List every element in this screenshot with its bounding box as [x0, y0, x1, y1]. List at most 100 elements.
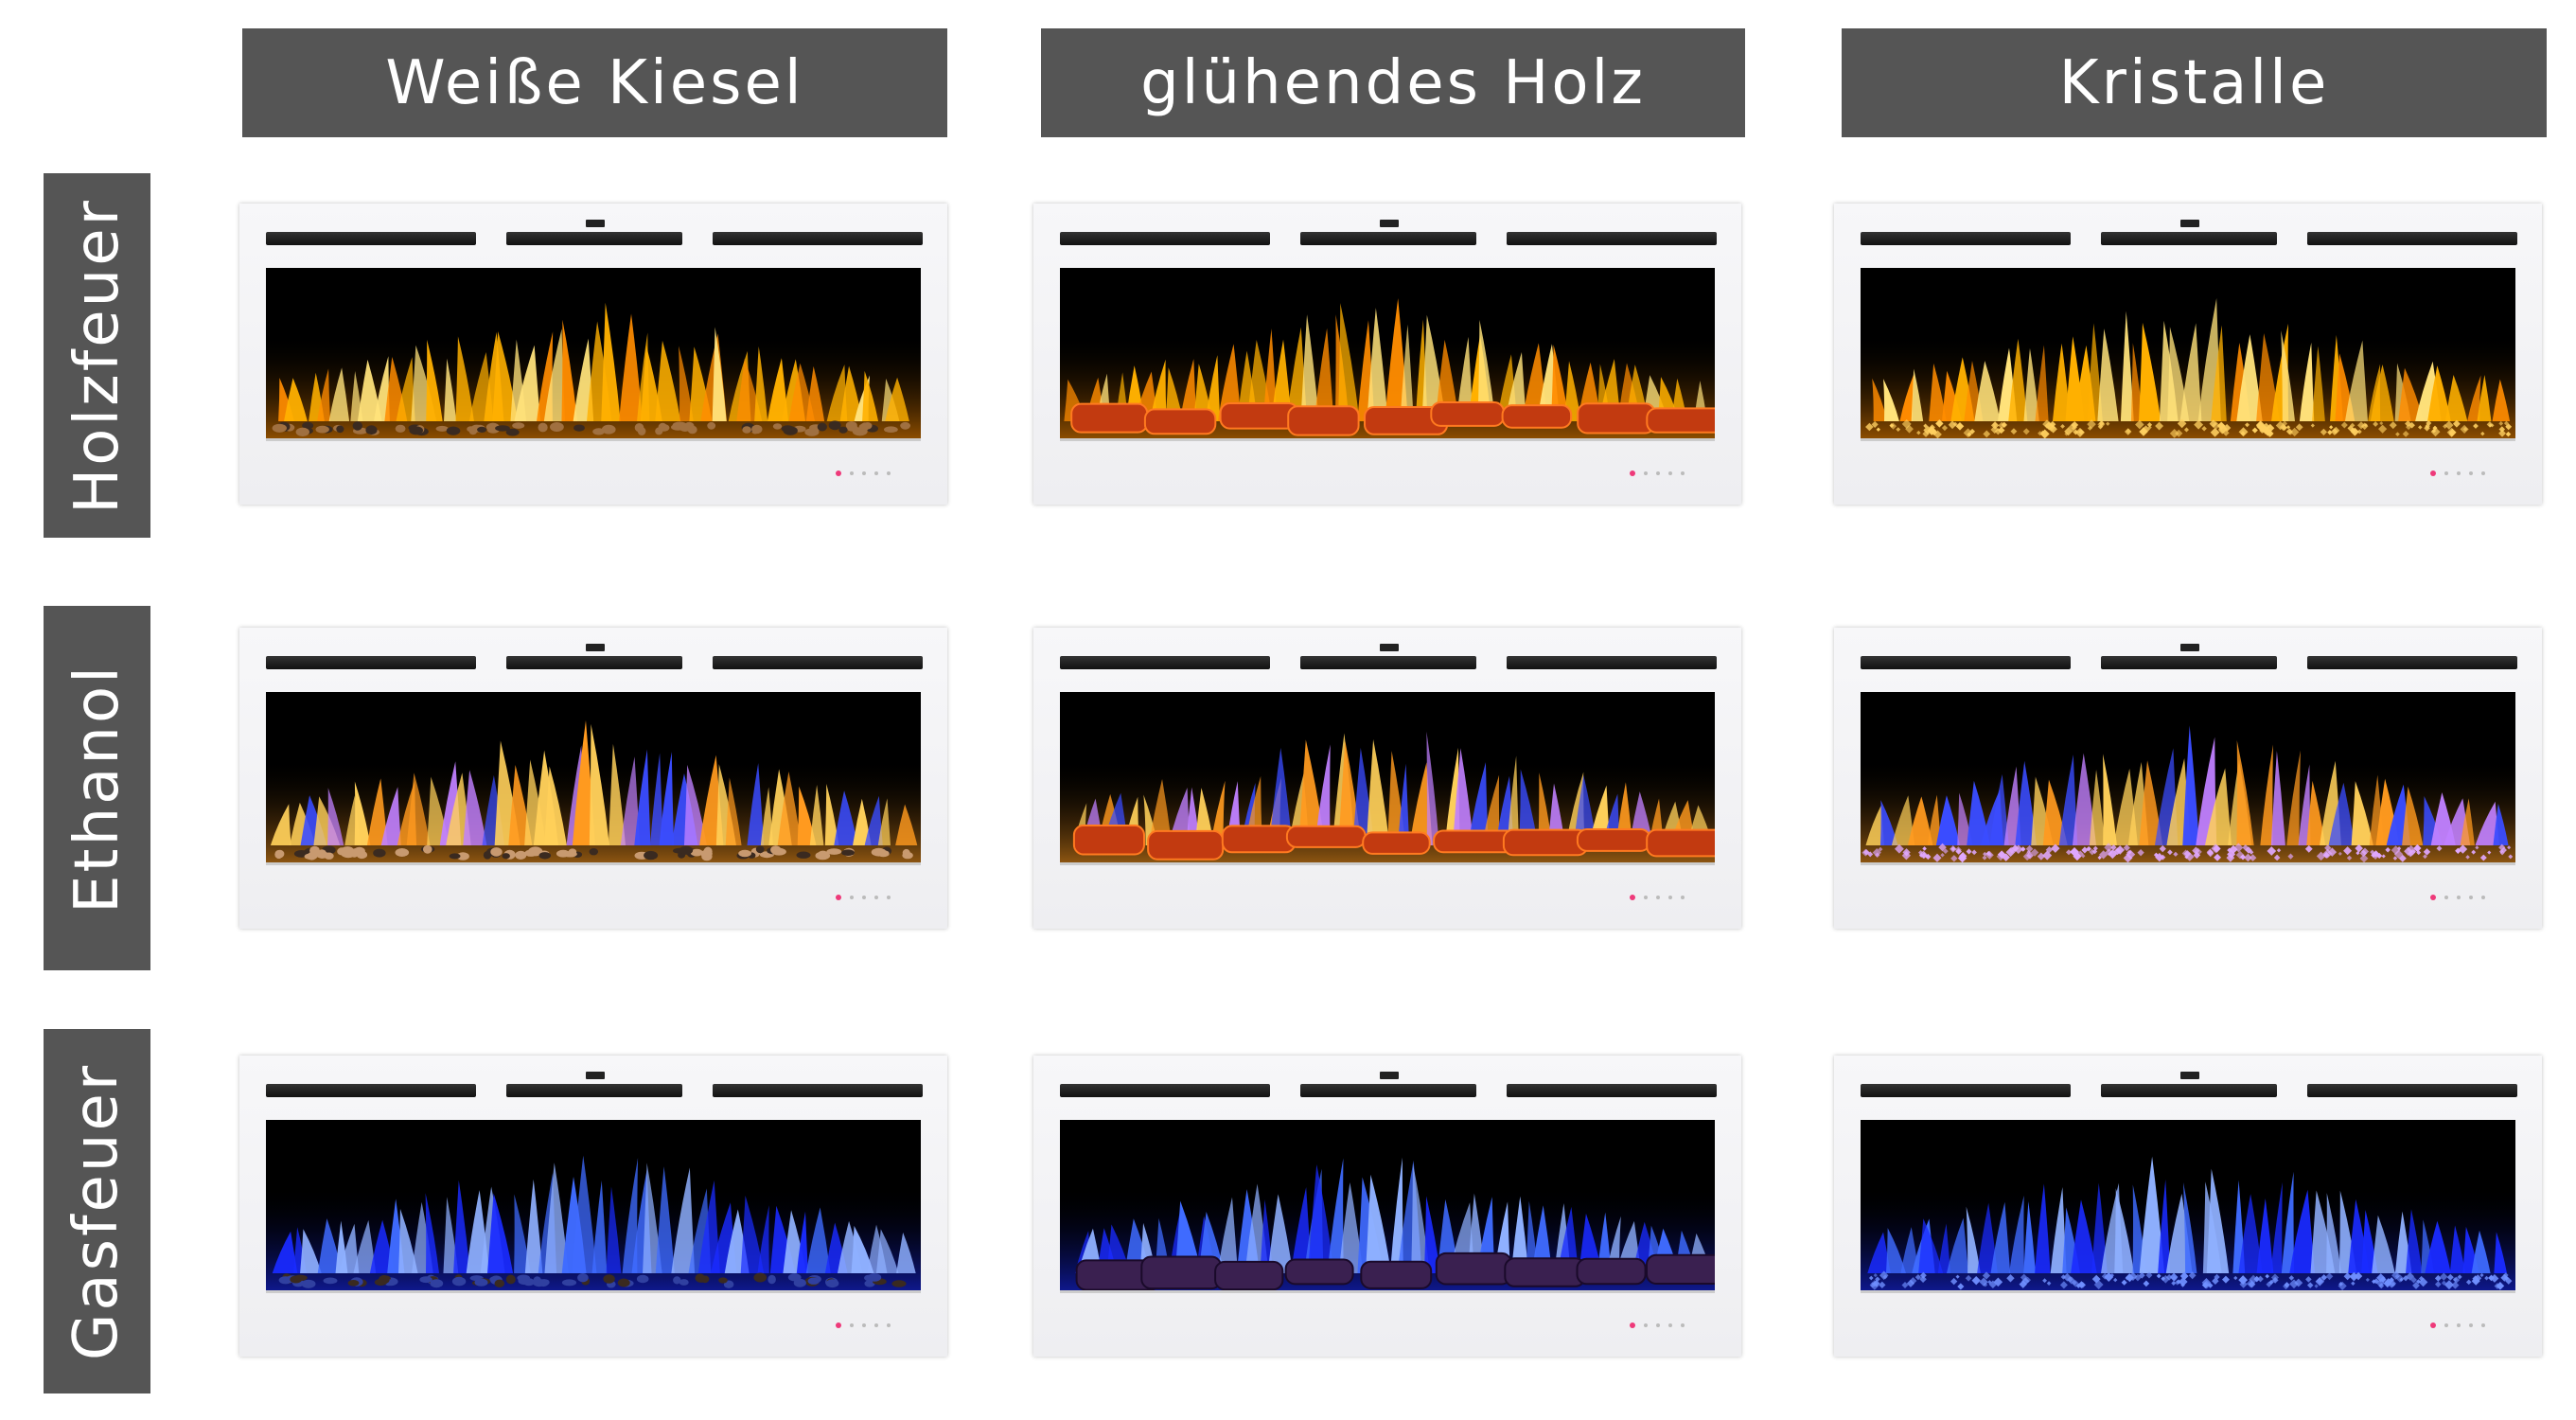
crystal [2126, 849, 2136, 860]
crystal [1990, 425, 2000, 435]
flame [1327, 1158, 1344, 1273]
crystal [2021, 1277, 2030, 1286]
flame [1551, 345, 1570, 421]
flame [1291, 1187, 1312, 1273]
crystal [1918, 850, 1924, 856]
flame [2052, 343, 2071, 421]
glowing-log [1219, 402, 1299, 430]
flame [1367, 308, 1388, 421]
air-vent [506, 656, 682, 669]
crystal [2356, 421, 2366, 430]
crystal [1879, 1281, 1886, 1289]
crystal [2030, 848, 2039, 857]
control-indicators [1630, 895, 1685, 900]
crystal [2320, 428, 2328, 436]
flame [2103, 754, 2117, 845]
crystal [2210, 427, 2220, 437]
flame [601, 302, 621, 421]
fireplace-gas-pebbles [239, 1056, 947, 1357]
flame [655, 340, 681, 421]
crystal [1922, 846, 1927, 851]
flame [1435, 339, 1459, 421]
flame [1935, 795, 1960, 845]
crystal [2434, 1281, 2442, 1287]
fireplace-wood-crystals [1834, 204, 2542, 505]
crystal [1868, 1275, 1874, 1281]
control-indicators [2430, 1322, 2485, 1328]
crystal [1941, 424, 1949, 432]
pebble [753, 1272, 768, 1283]
glowing-log [1435, 1251, 1512, 1286]
crystal [2479, 854, 2487, 861]
control-indicators [1630, 1322, 1685, 1328]
flame [1482, 774, 1500, 845]
flame [809, 785, 824, 845]
crystal [2398, 854, 2407, 862]
crystal [2452, 1277, 2458, 1282]
flame-graphic [1861, 725, 2515, 862]
air-vent [266, 1084, 476, 1097]
flame [380, 787, 401, 845]
flame-graphic [1060, 298, 1715, 438]
crystal [2343, 1272, 2352, 1281]
crystal [2265, 1273, 2270, 1279]
crystal [2412, 1282, 2420, 1289]
crystal [2394, 1273, 2400, 1279]
crystal [2099, 850, 2108, 860]
glowing-log [1072, 825, 1145, 856]
indicator-dot-icon [862, 471, 866, 475]
flame [2298, 764, 2311, 845]
crystal [1923, 425, 1932, 435]
flame [1338, 1181, 1364, 1273]
glowing-log [1502, 828, 1589, 857]
crystal [2363, 423, 2368, 428]
crystal [1954, 846, 1962, 854]
flame [406, 772, 431, 845]
pebble [770, 845, 782, 855]
indicator-dot-icon [1668, 1323, 1672, 1327]
pebble [456, 852, 469, 861]
flame [649, 753, 663, 845]
crystal [1933, 430, 1942, 438]
flame [284, 378, 308, 421]
flame [679, 346, 694, 421]
flame [2398, 367, 2424, 421]
pebble [891, 1280, 907, 1287]
flame [2306, 780, 2326, 845]
pebble [490, 847, 503, 857]
crystal [2087, 425, 2092, 431]
flame [2211, 325, 2227, 421]
flame [1411, 1163, 1430, 1273]
crystal [2443, 423, 2447, 429]
crystal [2143, 1280, 2150, 1287]
crystal [1982, 855, 1987, 861]
air-vent [506, 1084, 682, 1097]
flame [2493, 804, 2509, 845]
pebble [902, 851, 913, 860]
crystal [2451, 1281, 2460, 1289]
flame [1409, 762, 1433, 845]
pebble [772, 423, 783, 430]
crystal [2101, 1272, 2108, 1280]
display-icon [1380, 644, 1399, 651]
flame [2091, 1182, 2108, 1273]
flame [1150, 359, 1167, 421]
crystal [2233, 843, 2244, 853]
flame [2449, 1225, 2466, 1273]
control-indicators [836, 1322, 891, 1328]
crystal [2381, 854, 2386, 859]
flame-graphic [1861, 1156, 2515, 1290]
crystal [2014, 844, 2023, 854]
firebox [1060, 268, 1715, 441]
pebble [304, 853, 318, 860]
crystal [2503, 1272, 2509, 1278]
fireplace-gas-logs [1033, 1056, 1741, 1357]
crystal [1955, 1274, 1960, 1279]
power-indicator-icon [2430, 895, 2436, 900]
crystal [2359, 854, 2369, 862]
row-header-ethanol: Ethanol [44, 606, 150, 970]
control-indicators [2430, 470, 2485, 476]
crystal [1940, 853, 1945, 858]
air-vent [266, 232, 476, 245]
flame [1907, 796, 1933, 845]
